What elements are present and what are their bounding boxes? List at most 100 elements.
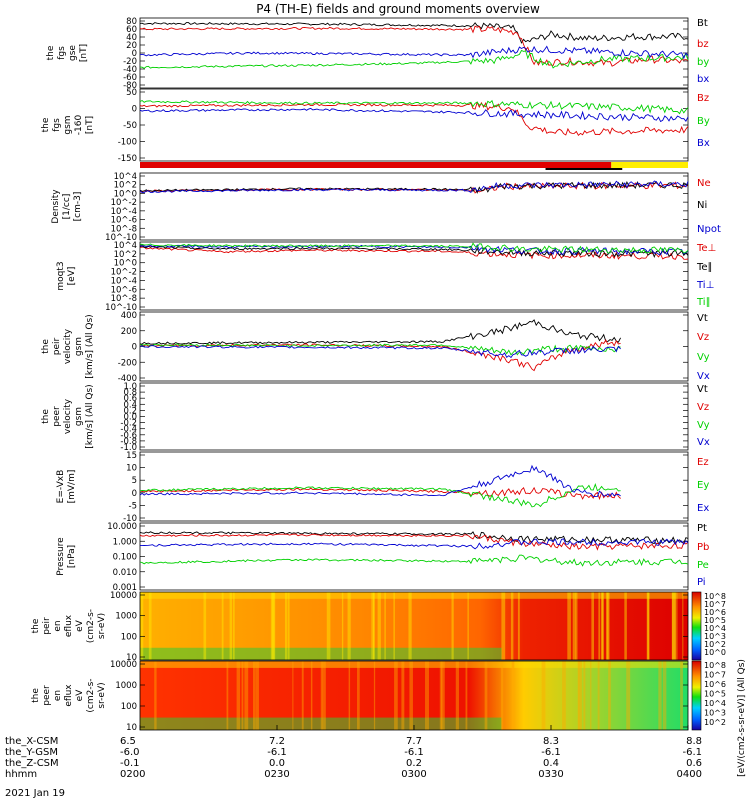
y-tick-label: 0 bbox=[132, 105, 137, 115]
colorbar-tick-label: 10^0 bbox=[704, 648, 726, 657]
series-line-Pt bbox=[139, 531, 689, 545]
spectrogram-streak bbox=[647, 592, 650, 660]
y-tick-label: 10^-10 bbox=[105, 303, 137, 313]
panel-7: 15 10 5 0 -5 -10 E=-VxB [mV/m] Ez Ey Ex bbox=[56, 451, 709, 524]
time-axis-row-name: the_Y-GSM bbox=[5, 747, 58, 758]
colorbar-tick-label: 10^2 bbox=[704, 640, 726, 649]
time-axis-value: -0.1 bbox=[120, 758, 140, 769]
legend-entry-Pe: Pe bbox=[697, 560, 709, 571]
y-tick-label: -60 bbox=[123, 73, 137, 83]
legend-entry-Ey: Ey bbox=[697, 480, 709, 491]
panel-frame bbox=[139, 522, 689, 591]
y-tick-label: -40 bbox=[123, 65, 137, 75]
spectrogram-streak bbox=[572, 592, 576, 660]
legend-entry-Pb: Pb bbox=[697, 542, 709, 553]
panel-9: 10^810^710^610^510^410^310^210^0 10000 100… bbox=[31, 591, 726, 663]
time-axis-value: 8.3 bbox=[543, 736, 559, 747]
time-axis-value: 0230 bbox=[264, 769, 289, 780]
series-line-Bt bbox=[139, 22, 689, 44]
time-axis-value: 0200 bbox=[120, 769, 145, 780]
y-tick-label: 40 bbox=[126, 33, 137, 43]
y-axis-label: the bbox=[41, 339, 51, 354]
y-tick-label: -20 bbox=[123, 57, 137, 67]
panel-4: 10^410^210^010^-210^-410^-610^-810^-10 mo… bbox=[56, 241, 716, 313]
colorbar-tick-label: 10^3 bbox=[704, 709, 726, 718]
legend-entry-Te⊥: Te⊥ bbox=[696, 243, 716, 254]
time-axis-value: -6.1 bbox=[682, 747, 702, 758]
series-line-Ti∥ bbox=[139, 242, 689, 254]
spectrogram-streak bbox=[439, 661, 443, 730]
spectrogram-streak bbox=[384, 592, 386, 660]
spectrogram-streak bbox=[676, 592, 678, 660]
y-tick-label: 0.010 bbox=[113, 568, 137, 578]
mode-bar-slow bbox=[611, 162, 688, 168]
spectrogram-streak bbox=[301, 661, 304, 730]
y-tick-label: 0.001 bbox=[113, 583, 137, 593]
time-axis-value: -6.0 bbox=[120, 747, 140, 758]
legend-entry-Bx: Bx bbox=[697, 138, 710, 149]
y-tick-label: -100 bbox=[118, 138, 137, 148]
y-tick-label: 1.000 bbox=[113, 537, 137, 547]
panel-2: 50 0 -50 -100 -150 the fgs gsm -160 [nT] Bz By Bx bbox=[41, 88, 710, 164]
spectrogram-streak bbox=[425, 661, 429, 730]
y-tick-label: 10 bbox=[126, 653, 137, 663]
legend-entry-Bt: Bt bbox=[697, 18, 708, 29]
legend-entry-Vz: Vz bbox=[697, 332, 709, 343]
colorbar-tick-label: 10^4 bbox=[704, 624, 726, 633]
legend-entry-Ex: Ex bbox=[697, 503, 709, 514]
date-label: 2021 Jan 19 bbox=[5, 788, 65, 799]
y-axis-label: the bbox=[41, 409, 51, 424]
time-axis-value: 0400 bbox=[677, 769, 702, 780]
spectrogram-streak bbox=[221, 592, 224, 660]
y-tick-label: 200 bbox=[121, 327, 137, 337]
series-line-Ti⊥ bbox=[139, 243, 689, 256]
colorbar-tick-label: 10^4 bbox=[704, 699, 726, 708]
legend-entry-Pt: Pt bbox=[697, 523, 707, 534]
y-axis-label: peir bbox=[52, 337, 62, 355]
y-axis-label: [km/s] (All Qs) bbox=[85, 384, 95, 448]
colorbar-tick-label: 10^3 bbox=[704, 632, 726, 641]
y-tick-label: 1000 bbox=[115, 612, 137, 622]
time-axis-value: 0.2 bbox=[406, 758, 422, 769]
y-tick-label: 10^-8 bbox=[111, 224, 137, 234]
spectrogram-streak bbox=[597, 661, 600, 730]
series-line-bz bbox=[139, 25, 689, 67]
spectrogram-streak bbox=[326, 592, 331, 660]
y-tick-label: -0.8 bbox=[120, 437, 137, 447]
time-axis-labels: the_X-CSM 6.5 7.2 7.7 8.3 8.8 the_Y-GSM -6.0 -6.… bbox=[5, 725, 702, 780]
spectrogram-streak bbox=[377, 592, 381, 660]
spectrogram-streak bbox=[591, 592, 594, 660]
spectrogram-streak bbox=[226, 661, 229, 730]
legend-entry-Vx: Vx bbox=[697, 437, 710, 448]
spectrogram-streak bbox=[229, 592, 233, 660]
time-axis-row-name: the_Z-CSM bbox=[5, 758, 59, 769]
y-axis-label: [eV] bbox=[67, 267, 77, 286]
colorbar-tick-label: 10^6 bbox=[704, 608, 726, 617]
y-axis-label: en bbox=[53, 690, 63, 701]
panel-frame bbox=[139, 382, 689, 451]
y-tick-label: 100 bbox=[121, 702, 137, 712]
spectrogram-streak bbox=[510, 592, 514, 660]
series-line-Npot bbox=[139, 180, 689, 194]
legend-entry-Vz: Vz bbox=[697, 402, 709, 413]
spectrogram-streak bbox=[236, 661, 241, 730]
spectrogram-streak bbox=[244, 661, 249, 730]
legend-entry-Vy: Vy bbox=[697, 420, 710, 431]
legend-entry-Npot: Npot bbox=[697, 224, 721, 235]
spectrogram-streak bbox=[658, 661, 662, 730]
spectrogram-streak bbox=[441, 661, 445, 730]
y-tick-label: 5 bbox=[132, 476, 137, 486]
spectrogram-streak bbox=[322, 661, 326, 730]
y-tick-label: 10^-10 bbox=[105, 233, 137, 243]
legend-entry-By: By bbox=[697, 116, 710, 127]
y-tick-label: 0.8 bbox=[123, 388, 137, 398]
colorbar-tick-label: 10^5 bbox=[704, 690, 726, 699]
panel-frame bbox=[139, 241, 689, 311]
time-axis-value: -6.1 bbox=[541, 747, 561, 758]
y-tick-label: -1.0 bbox=[120, 443, 137, 453]
y-tick-label: 0 bbox=[132, 489, 137, 499]
y-tick-label: 100 bbox=[121, 632, 137, 642]
spectrogram-streak bbox=[292, 661, 294, 730]
colorbar-unit-label: [eV/(cm2-s-sr-eV)] (All Qs) bbox=[737, 659, 747, 777]
